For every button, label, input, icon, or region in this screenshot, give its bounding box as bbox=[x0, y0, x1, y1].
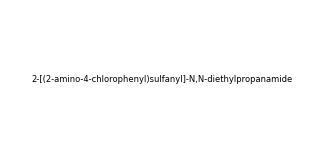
Text: 2-[(2-amino-4-chlorophenyl)sulfanyl]-N,N-diethylpropanamide: 2-[(2-amino-4-chlorophenyl)sulfanyl]-N,N… bbox=[32, 75, 293, 84]
